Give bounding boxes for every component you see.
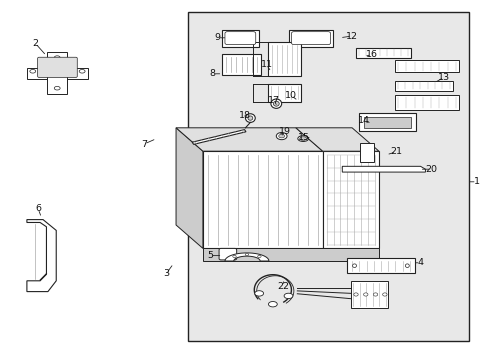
- Text: 1: 1: [473, 177, 479, 186]
- Text: 20: 20: [425, 165, 437, 174]
- Ellipse shape: [54, 86, 60, 90]
- Ellipse shape: [54, 56, 60, 59]
- Ellipse shape: [257, 255, 261, 257]
- Bar: [359, 143, 373, 162]
- Ellipse shape: [244, 253, 248, 256]
- Ellipse shape: [245, 114, 255, 122]
- Polygon shape: [192, 130, 245, 144]
- Text: 14: 14: [358, 116, 369, 125]
- Text: 7: 7: [141, 140, 147, 149]
- FancyBboxPatch shape: [219, 248, 236, 260]
- Text: 10: 10: [285, 91, 296, 100]
- Polygon shape: [224, 253, 268, 261]
- Text: 9: 9: [214, 33, 220, 42]
- Bar: [222, 54, 261, 75]
- Text: 4: 4: [417, 258, 423, 267]
- Text: 6: 6: [35, 204, 41, 213]
- Ellipse shape: [382, 293, 386, 296]
- Ellipse shape: [79, 69, 85, 73]
- Ellipse shape: [273, 101, 279, 106]
- Ellipse shape: [268, 302, 277, 307]
- Polygon shape: [176, 128, 322, 151]
- Ellipse shape: [299, 137, 306, 140]
- Text: 22: 22: [277, 282, 289, 291]
- Ellipse shape: [353, 293, 357, 296]
- Text: 19: 19: [278, 127, 290, 136]
- Ellipse shape: [297, 136, 308, 141]
- Text: 16: 16: [365, 50, 377, 59]
- Ellipse shape: [278, 134, 284, 138]
- Ellipse shape: [270, 99, 281, 108]
- Ellipse shape: [254, 291, 263, 296]
- Polygon shape: [295, 128, 378, 151]
- Bar: [203, 151, 322, 248]
- Ellipse shape: [232, 255, 236, 257]
- Bar: [288, 30, 333, 47]
- Text: 21: 21: [389, 148, 401, 157]
- Bar: [364, 117, 410, 128]
- Ellipse shape: [30, 69, 36, 73]
- Ellipse shape: [373, 293, 377, 296]
- Bar: [267, 42, 301, 76]
- Ellipse shape: [352, 264, 356, 267]
- Bar: [188, 12, 468, 341]
- Bar: [394, 81, 452, 91]
- Bar: [322, 151, 378, 248]
- Bar: [27, 68, 88, 79]
- Polygon shape: [176, 128, 203, 248]
- FancyBboxPatch shape: [224, 32, 255, 45]
- Text: 11: 11: [260, 60, 272, 69]
- Ellipse shape: [363, 293, 367, 296]
- Ellipse shape: [276, 132, 286, 140]
- Bar: [394, 60, 458, 72]
- Bar: [359, 113, 415, 131]
- Text: 17: 17: [267, 96, 279, 105]
- Text: 15: 15: [298, 133, 309, 142]
- Bar: [267, 84, 301, 102]
- Bar: [346, 258, 414, 273]
- Text: 8: 8: [209, 69, 215, 78]
- Ellipse shape: [405, 264, 408, 267]
- Text: 5: 5: [207, 251, 213, 260]
- Text: 12: 12: [346, 32, 357, 41]
- Text: 2: 2: [32, 39, 38, 48]
- Bar: [47, 52, 67, 94]
- Bar: [355, 48, 410, 58]
- Polygon shape: [27, 220, 56, 292]
- Text: 13: 13: [437, 73, 449, 82]
- Bar: [203, 248, 378, 261]
- Bar: [394, 95, 458, 110]
- FancyBboxPatch shape: [291, 32, 330, 45]
- Bar: [222, 30, 258, 47]
- Ellipse shape: [284, 293, 292, 299]
- FancyBboxPatch shape: [38, 57, 77, 77]
- Ellipse shape: [247, 116, 252, 120]
- Polygon shape: [342, 166, 425, 172]
- Text: 3: 3: [163, 269, 169, 278]
- Text: 18: 18: [238, 111, 250, 120]
- Bar: [350, 281, 387, 308]
